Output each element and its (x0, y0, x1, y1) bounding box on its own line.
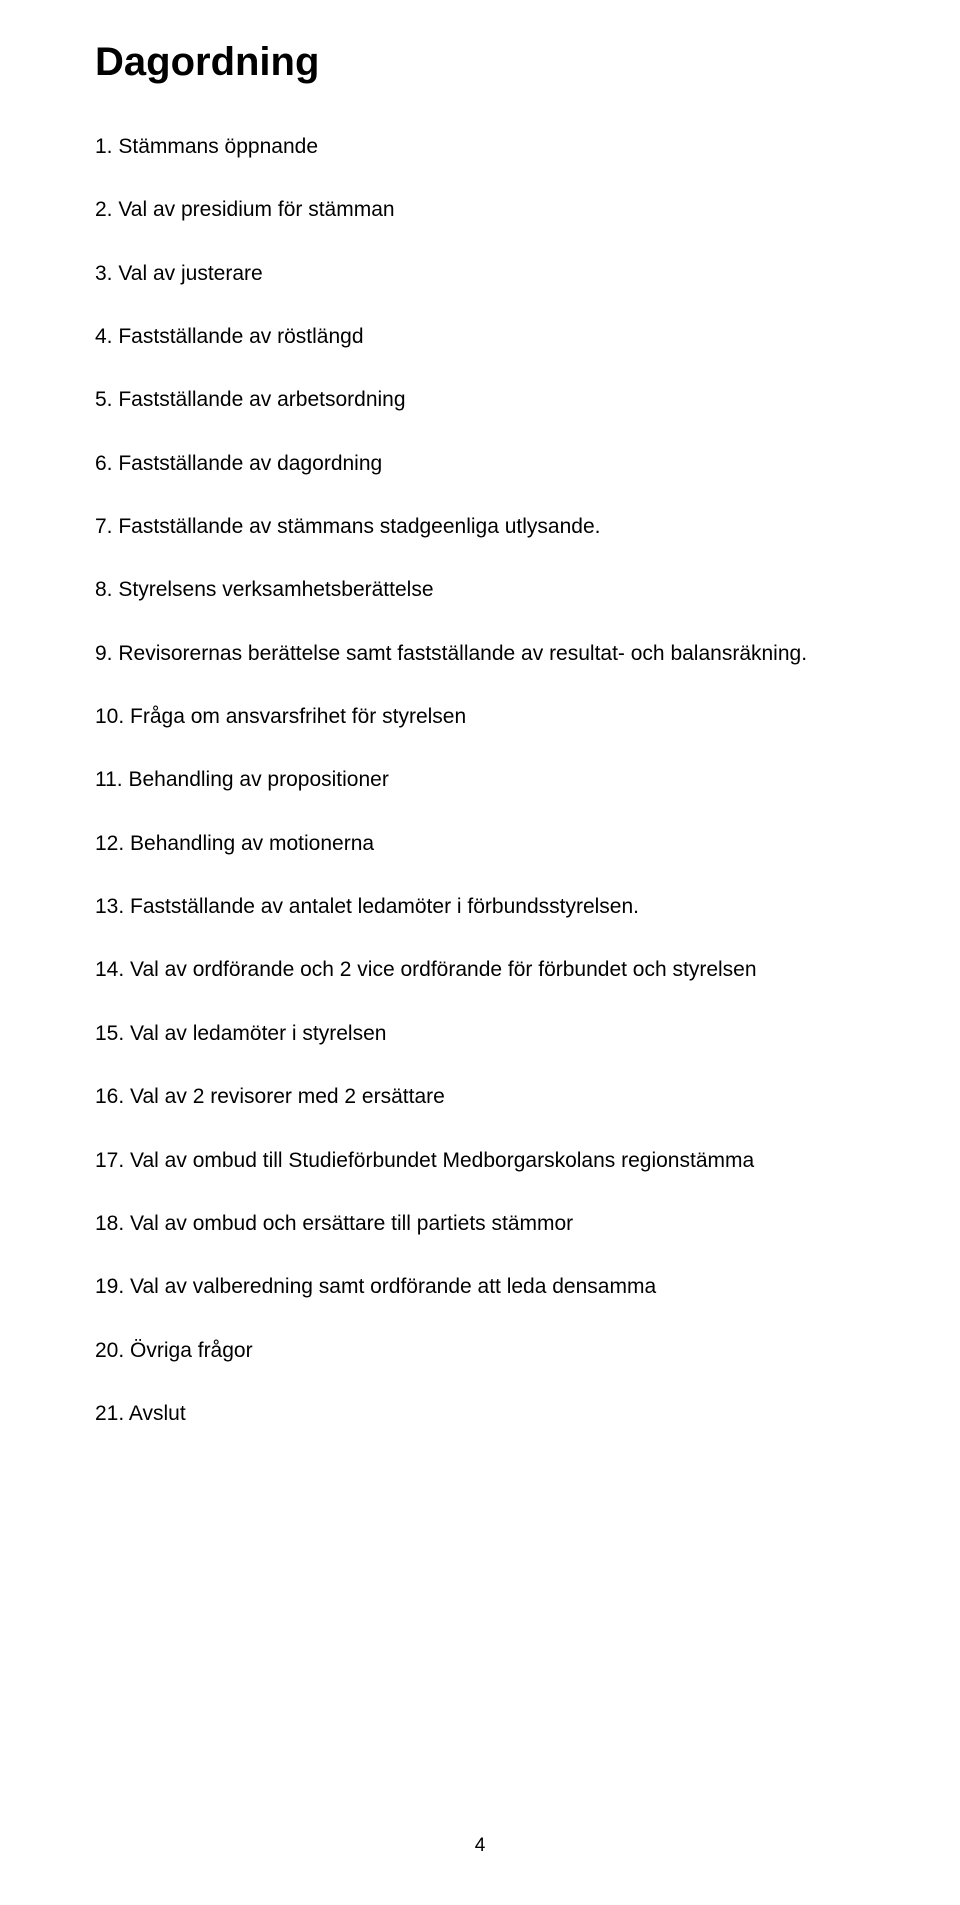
agenda-item: 6. Fastställande av dagordning (95, 450, 865, 478)
agenda-item: 20. Övriga frågor (95, 1337, 865, 1365)
agenda-item-number: 3. (95, 262, 113, 285)
agenda-item-text: Val av ombud och ersättare till partiets… (130, 1212, 573, 1235)
agenda-item: 10. Fråga om ansvarsfrihet för styrelsen (95, 703, 865, 731)
agenda-item: 3. Val av justerare (95, 260, 865, 288)
agenda-item-text: Fastställande av stämmans stadgeenliga u… (118, 515, 600, 538)
agenda-item-number: 8. (95, 578, 113, 601)
agenda-item-text: Övriga frågor (130, 1339, 253, 1362)
agenda-item: 18. Val av ombud och ersättare till part… (95, 1210, 865, 1238)
agenda-item-number: 20. (95, 1339, 124, 1362)
agenda-item-text: Val av presidium för stämman (118, 198, 394, 221)
agenda-item-number: 1. (95, 135, 113, 158)
page-title: Dagordning (95, 40, 865, 85)
document-page: Dagordning 1. Stämmans öppnande 2. Val a… (0, 0, 960, 1905)
agenda-item: 9. Revisorernas berättelse samt faststäl… (95, 640, 865, 668)
agenda-item-text: Fastställande av antalet ledamöter i för… (130, 895, 639, 918)
agenda-item-number: 5. (95, 388, 113, 411)
agenda-item: 19. Val av valberedning samt ordförande … (95, 1273, 865, 1301)
agenda-item-text: Fastställande av arbetsordning (118, 388, 405, 411)
agenda-item: 16. Val av 2 revisorer med 2 ersättare (95, 1083, 865, 1111)
agenda-item-text: Revisorernas berättelse samt fastställan… (118, 642, 807, 665)
agenda-item-text: Val av ordförande och 2 vice ordförande … (130, 958, 756, 981)
agenda-item: 14. Val av ordförande och 2 vice ordföra… (95, 956, 865, 984)
agenda-item: 8. Styrelsens verksamhetsberättelse (95, 576, 865, 604)
agenda-item: 7. Fastställande av stämmans stadgeenlig… (95, 513, 865, 541)
agenda-item-number: 2. (95, 198, 113, 221)
agenda-item-number: 9. (95, 642, 113, 665)
agenda-item-number: 13. (95, 895, 124, 918)
agenda-item: 2. Val av presidium för stämman (95, 196, 865, 224)
agenda-item-text: Fastställande av dagordning (118, 452, 382, 475)
agenda-item: 13. Fastställande av antalet ledamöter i… (95, 893, 865, 921)
agenda-item-number: 6. (95, 452, 113, 475)
agenda-item-number: 15. (95, 1022, 124, 1045)
agenda-item-text: Val av justerare (118, 262, 262, 285)
page-number: 4 (0, 1835, 960, 1857)
agenda-item: 1. Stämmans öppnande (95, 133, 865, 161)
agenda-item-text: Stämmans öppnande (118, 135, 318, 158)
agenda-item: 4. Fastställande av röstlängd (95, 323, 865, 351)
agenda-item: 12. Behandling av motionerna (95, 830, 865, 858)
agenda-item-number: 4. (95, 325, 113, 348)
agenda-item-text: Behandling av motionerna (130, 832, 374, 855)
agenda-item-text: Fråga om ansvarsfrihet för styrelsen (130, 705, 466, 728)
agenda-item-number: 19. (95, 1275, 124, 1298)
agenda-item-number: 14. (95, 958, 124, 981)
agenda-item: 11. Behandling av propositioner (95, 766, 865, 794)
agenda-item-number: 12. (95, 832, 124, 855)
agenda-item-number: 10. (95, 705, 124, 728)
agenda-item-number: 7. (95, 515, 113, 538)
agenda-list: 1. Stämmans öppnande 2. Val av presidium… (95, 133, 865, 1428)
agenda-item: 15. Val av ledamöter i styrelsen (95, 1020, 865, 1048)
agenda-item: 17. Val av ombud till Studieförbundet Me… (95, 1147, 865, 1175)
agenda-item-text: Val av ombud till Studieförbundet Medbor… (130, 1149, 754, 1172)
agenda-item-number: 21. (95, 1402, 124, 1425)
agenda-item-text: Styrelsens verksamhetsberättelse (118, 578, 433, 601)
agenda-item-text: Avslut (129, 1402, 186, 1425)
agenda-item-text: Fastställande av röstlängd (118, 325, 363, 348)
agenda-item: 5. Fastställande av arbetsordning (95, 386, 865, 414)
agenda-item-number: 18. (95, 1212, 124, 1235)
agenda-item-text: Val av ledamöter i styrelsen (130, 1022, 386, 1045)
agenda-item-text: Val av 2 revisorer med 2 ersättare (130, 1085, 445, 1108)
agenda-item: 21. Avslut (95, 1400, 865, 1428)
agenda-item-number: 17. (95, 1149, 124, 1172)
agenda-item-text: Behandling av propositioner (128, 768, 388, 791)
agenda-item-number: 16. (95, 1085, 124, 1108)
agenda-item-text: Val av valberedning samt ordförande att … (130, 1275, 656, 1298)
agenda-item-number: 11. (95, 768, 123, 791)
